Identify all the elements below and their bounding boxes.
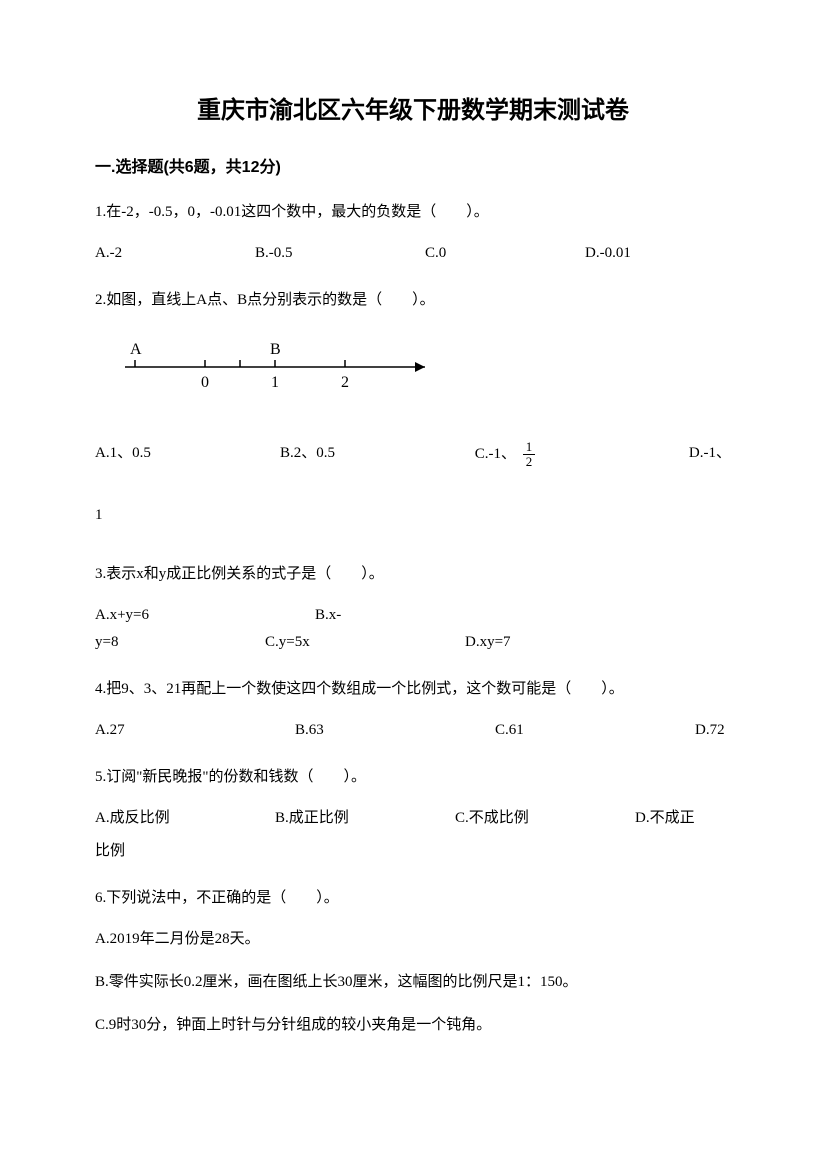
q1-option-c: C.0	[425, 240, 585, 267]
q4-options: A.27 B.63 C.61 D.72	[95, 717, 731, 744]
fraction-numerator: 1	[523, 440, 536, 455]
q4-option-c: C.61	[495, 717, 695, 744]
q1-option-b: B.-0.5	[255, 240, 425, 267]
page-title: 重庆市渝北区六年级下册数学期末测试卷	[95, 90, 731, 125]
section-header: 一.选择题(共6题，共12分)	[95, 153, 731, 177]
question-6: 6.下列说法中，不正确的是（ ）。 A.2019年二月份是28天。 B.零件实际…	[95, 885, 731, 1039]
q1-text: 1.在-2，-0.5，0，-0.01这四个数中，最大的负数是（ ）。	[95, 199, 731, 226]
q3-options-line1: A.x+y=6 B.x-	[95, 602, 731, 629]
question-5: 5.订阅"新民晚报"的份数和钱数（ ）。 A.成反比例 B.成正比例 C.不成比…	[95, 764, 731, 865]
q2-option-b: B.2、0.5	[280, 440, 475, 470]
label-A: A	[130, 341, 142, 358]
question-3: 3.表示x和y成正比例关系的式子是（ ）。 A.x+y=6 B.x- y=8 C…	[95, 561, 731, 656]
fraction-half: 1 2	[523, 440, 536, 470]
q3-option-b: B.x-	[315, 602, 731, 629]
q2-option-c: C.-1、 1 2	[475, 440, 689, 470]
q3-option-a: A.x+y=6	[95, 602, 315, 629]
q4-text: 4.把9、3、21再配上一个数使这四个数组成一个比例式，这个数可能是（ ）。	[95, 676, 731, 703]
q5-option-a: A.成反比例	[95, 805, 275, 832]
q5-option-c: C.不成比例	[455, 805, 635, 832]
q5-option-b: B.成正比例	[275, 805, 455, 832]
q1-option-d: D.-0.01	[585, 240, 731, 267]
tick-0: 0	[201, 374, 209, 391]
q5-option-d-cont: 比例	[95, 838, 731, 865]
q4-option-b: B.63	[295, 717, 495, 744]
question-2: 2.如图，直线上A点、B点分别表示的数是（ ）。 A B 0 1 2 A.1、0…	[95, 287, 731, 529]
question-1: 1.在-2，-0.5，0，-0.01这四个数中，最大的负数是（ ）。 A.-2 …	[95, 199, 731, 267]
label-B: B	[270, 341, 281, 358]
fraction-denominator: 2	[523, 455, 536, 469]
q2-text: 2.如图，直线上A点、B点分别表示的数是（ ）。	[95, 287, 731, 314]
number-line-diagram: A B 0 1 2	[105, 332, 731, 412]
q6-option-c: C.9时30分，钟面上时针与分针组成的较小夹角是一个钝角。	[95, 1012, 731, 1039]
tick-1: 1	[271, 374, 279, 391]
q3-options-line2: y=8 C.y=5x D.xy=7	[95, 629, 731, 656]
q2-option-a: A.1、0.5	[95, 440, 280, 470]
q5-text: 5.订阅"新民晚报"的份数和钱数（ ）。	[95, 764, 731, 791]
q2-option-d: D.-1、	[689, 440, 731, 470]
q1-option-a: A.-2	[95, 240, 255, 267]
q2-c-prefix: C.-1、	[475, 446, 516, 462]
q3-option-c: C.y=5x	[265, 629, 465, 656]
q3-text: 3.表示x和y成正比例关系的式子是（ ）。	[95, 561, 731, 588]
q1-options: A.-2 B.-0.5 C.0 D.-0.01	[95, 240, 731, 267]
q4-option-a: A.27	[95, 717, 295, 744]
q5-option-d: D.不成正	[635, 805, 731, 832]
q5-options: A.成反比例 B.成正比例 C.不成比例 D.不成正	[95, 805, 731, 832]
question-4: 4.把9、3、21再配上一个数使这四个数组成一个比例式，这个数可能是（ ）。 A…	[95, 676, 731, 744]
tick-2: 2	[341, 374, 349, 391]
q6-text: 6.下列说法中，不正确的是（ ）。	[95, 885, 731, 912]
q6-option-b: B.零件实际长0.2厘米，画在图纸上长30厘米，这幅图的比例尺是1：150。	[95, 969, 731, 996]
q3-y8: y=8	[95, 629, 265, 656]
q2-options: A.1、0.5 B.2、0.5 C.-1、 1 2 D.-1、	[95, 440, 731, 470]
q3-option-d: D.xy=7	[465, 629, 731, 656]
q4-option-d: D.72	[695, 717, 731, 744]
q2-trailing: 1	[95, 502, 731, 529]
q6-option-a: A.2019年二月份是28天。	[95, 926, 731, 953]
